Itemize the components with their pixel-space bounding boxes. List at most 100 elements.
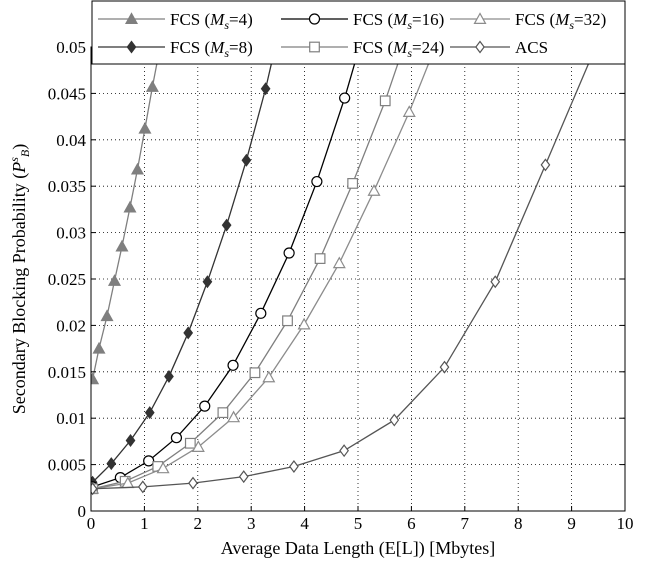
x-tick-label: 9 <box>567 514 576 533</box>
y-tick-label: 0 <box>78 502 87 521</box>
x-tick-label: 5 <box>354 514 363 533</box>
legend: FCS (Ms=4) FCS (Ms=16) FCS (Ms=32) FCS (Ms=… <box>91 0 626 65</box>
data-point <box>107 274 122 286</box>
axis-ticks: 0 1 2 3 4 5 6 7 8 9 10 0 0.005 0.01 0.015 0.02 0.025 0.03… <box>48 38 634 533</box>
x-tick-label: 4 <box>300 514 309 533</box>
series-1 <box>91 47 167 385</box>
legend-label: FCS (Ms=32) <box>515 10 606 32</box>
y-tick-label: 0.05 <box>56 38 86 57</box>
data-point <box>202 275 213 289</box>
y-tick-label: 0.035 <box>48 177 86 196</box>
y-axis-title: Secondary Blocking Probability (PsB) <box>7 144 32 414</box>
legend-label: FCS (Ms=24) <box>353 38 444 60</box>
y-tick-label: 0.025 <box>48 270 86 289</box>
data-point <box>221 218 232 232</box>
grid <box>91 47 625 511</box>
data-point <box>241 153 252 167</box>
data-point <box>439 360 450 374</box>
y-tick-label: 0.02 <box>56 316 86 335</box>
data-point <box>199 400 211 412</box>
data-point <box>125 433 136 447</box>
data-point <box>297 317 311 330</box>
data-point <box>144 406 155 420</box>
data-point <box>145 80 159 92</box>
data-point <box>339 92 351 104</box>
series-2 <box>91 47 276 489</box>
data-point <box>143 455 155 467</box>
data-point <box>389 413 400 427</box>
legend-swatch-marker <box>473 12 487 24</box>
data-point <box>311 175 323 188</box>
legend-item: FCS (Ms=32) <box>450 10 606 32</box>
data-point <box>191 440 205 452</box>
y-tick-label: 0.045 <box>48 84 86 103</box>
data-point <box>367 184 381 196</box>
data-point <box>184 437 196 449</box>
data-point <box>282 315 293 327</box>
data-point <box>91 372 100 385</box>
x-tick-label: 1 <box>140 514 149 533</box>
data-point <box>249 367 261 379</box>
y-tick-label: 0.04 <box>56 131 86 150</box>
data-point <box>137 480 148 494</box>
data-point <box>227 359 239 371</box>
legend-swatch-marker <box>309 41 320 53</box>
legend-box <box>91 0 626 65</box>
legend-swatch-marker <box>124 12 139 24</box>
data-point <box>490 275 501 289</box>
data-point <box>260 82 271 96</box>
data-point <box>238 470 249 484</box>
data-point <box>156 461 170 474</box>
data-point <box>402 105 416 117</box>
data-point <box>92 341 106 354</box>
data-point <box>183 326 194 340</box>
y-tick-label: 0.005 <box>48 456 86 475</box>
data-point <box>130 162 144 175</box>
data-point <box>347 178 359 189</box>
series-6 <box>91 47 601 496</box>
legend-swatch-marker <box>475 40 485 54</box>
data-point <box>540 158 551 172</box>
legend-swatch-marker <box>308 13 321 25</box>
x-axis-title: Average Data Length (E[L]) [Mbytes] <box>221 538 496 559</box>
data-point <box>164 369 174 383</box>
data-point <box>227 410 241 423</box>
series-line <box>92 47 405 490</box>
data-point <box>314 253 326 264</box>
legend-item: FCS (Ms=8) <box>98 38 253 60</box>
data-point <box>283 247 295 259</box>
x-tick-label: 2 <box>194 514 203 533</box>
data-point <box>106 457 117 471</box>
legend-item: FCS (Ms=4) <box>98 10 253 32</box>
x-tick-label: 7 <box>461 514 470 533</box>
data-point <box>115 239 129 252</box>
legend-label: FCS (Ms=4) <box>170 10 253 32</box>
legend-item: ACS <box>450 38 548 57</box>
x-tick-label: 0 <box>87 514 96 533</box>
data-point <box>255 307 267 319</box>
legend-item: FCS (Ms=16) <box>281 10 444 32</box>
legend-swatch-marker <box>126 40 137 54</box>
data-point <box>262 370 276 383</box>
x-tick-label: 8 <box>514 514 523 533</box>
x-tick-label: 3 <box>247 514 256 533</box>
y-tick-label: 0.015 <box>48 363 86 382</box>
data-point <box>332 256 346 269</box>
data-point <box>138 121 152 134</box>
x-tick-label: 6 <box>407 514 416 533</box>
series-layer <box>91 47 601 496</box>
series-5 <box>91 47 436 494</box>
data-point <box>170 432 183 444</box>
data-point <box>188 476 198 490</box>
series-4 <box>91 47 405 495</box>
data-point <box>379 95 391 107</box>
data-point <box>91 482 98 496</box>
x-tick-label: 10 <box>617 514 634 533</box>
data-point <box>123 200 137 213</box>
data-point <box>339 444 349 458</box>
y-tick-label: 0.01 <box>56 409 86 428</box>
data-point <box>289 459 299 473</box>
data-point <box>100 309 114 322</box>
legend-item: FCS (Ms=24) <box>281 38 444 60</box>
